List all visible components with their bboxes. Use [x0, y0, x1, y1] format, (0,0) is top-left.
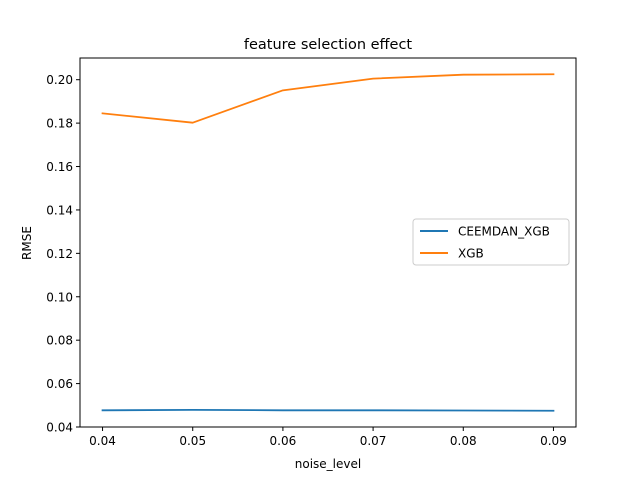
x-tick-label: 0.09 [540, 434, 567, 448]
y-axis-ticks: 0.04 0.06 0.08 0.10 0.12 0.14 0.16 0.18 0.20 [46, 73, 80, 435]
y-tick-label: 0.20 [46, 73, 73, 87]
plot-frame [79, 57, 577, 428]
series-layer [101, 73, 555, 412]
series-line-ceemdan-xgb [101, 408, 555, 412]
legend: CEEMDAN_XGB XGB [412, 218, 570, 266]
legend-label-ceemdan-xgb: CEEMDAN_XGB [458, 225, 550, 239]
x-tick-label: 0.07 [360, 434, 387, 448]
y-tick-label: 0.10 [46, 290, 73, 304]
y-tick-label: 0.16 [46, 160, 73, 174]
y-axis-label: RMSE [20, 226, 34, 260]
x-axis-label: noise_level [295, 457, 361, 471]
series-line-xgb [101, 73, 555, 124]
x-tick-label: 0.08 [450, 434, 477, 448]
y-tick-label: 0.18 [46, 117, 73, 131]
x-tick-label: 0.06 [270, 434, 297, 448]
x-axis-ticks: 0.04 0.05 0.06 0.07 0.08 0.09 [89, 427, 567, 448]
legend-label-xgb: XGB [458, 247, 484, 261]
y-tick-label: 0.08 [46, 334, 73, 348]
x-tick-label: 0.04 [89, 434, 116, 448]
y-tick-label: 0.04 [46, 421, 73, 435]
y-tick-label: 0.14 [46, 203, 73, 217]
legend-box [412, 218, 570, 266]
chart-title: feature selection effect [244, 37, 413, 53]
y-tick-label: 0.06 [46, 377, 73, 391]
y-tick-label: 0.12 [46, 247, 73, 261]
x-tick-label: 0.05 [179, 434, 206, 448]
